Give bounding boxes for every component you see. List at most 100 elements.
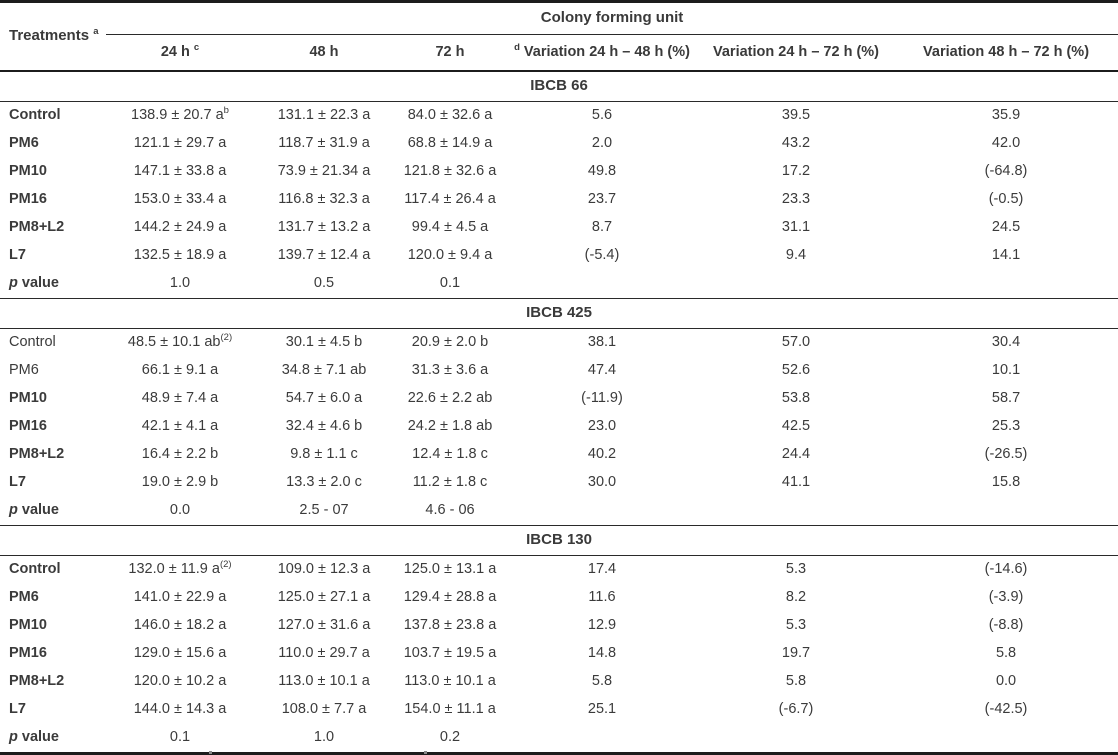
cell-value: (-6.7) (778, 701, 814, 718)
treatment-label-text: PM10 (9, 617, 47, 634)
value-cell: 24.5 (894, 214, 1118, 242)
treatment-label-italic-part: p (9, 502, 18, 519)
cell-superscript: (2) (219, 559, 232, 571)
cell-value: 0.0 (995, 673, 1017, 690)
treatment-label-text: PM6 (9, 135, 39, 152)
footnote-cutoff-mark (424, 751, 427, 754)
value-cell: 49.8 (506, 158, 698, 186)
value-cell (894, 270, 1118, 299)
footnote-cutoff-mark (209, 751, 212, 754)
section-header-row: IBCB 130 (0, 525, 1118, 556)
cell-value: 15.8 (991, 474, 1021, 491)
col-header-48h: 48 h (254, 35, 394, 72)
cell-value: 9.8 ± 1.1 c (290, 446, 358, 463)
cell-value: (-14.6) (984, 561, 1028, 578)
treatment-label-text: L7 (9, 701, 26, 718)
treatment-label-text: value (17, 275, 59, 292)
value-cell: 2.5 - 07 (254, 497, 394, 526)
cell-value: 53.8 (781, 390, 811, 407)
value-cell: 120.0 ± 10.2 a (106, 668, 254, 696)
value-cell: 15.8 (894, 469, 1118, 497)
value-cell: (-3.9) (894, 584, 1118, 612)
value-cell: 10.1 (894, 357, 1118, 385)
cell-value: 41.1 (781, 474, 811, 491)
cell-value: 12.9 (587, 617, 617, 634)
cell-value: 25.1 (587, 701, 617, 718)
value-cell: 12.9 (506, 612, 698, 640)
value-cell: 5.8 (506, 668, 698, 696)
value-cell: 48.5 ± 10.1 ab(2) (106, 329, 254, 358)
col-header-variation-24-72-label: Variation 24 h – 72 h (%) (713, 43, 879, 60)
cell-value: 132.0 ± 11.9 a (128, 561, 220, 578)
value-cell: 48.9 ± 7.4 a (106, 385, 254, 413)
value-cell: 146.0 ± 18.2 a (106, 612, 254, 640)
cell-value: 24.4 (781, 446, 811, 463)
value-cell: 11.6 (506, 584, 698, 612)
cell-value: 131.7 ± 13.2 a (277, 219, 371, 236)
table-row: PM10 147.1 ± 33.8 a 73.9 ± 21.34 a 121.8 ± … (0, 158, 1118, 186)
treatment-label: PM6 (0, 584, 106, 612)
cell-value: 118.7 ± 31.9 a (278, 135, 370, 152)
value-cell: 138.9 ± 20.7 ab (106, 102, 254, 131)
value-cell: 23.0 (506, 413, 698, 441)
cell-value: 121.8 ± 32.6 a (403, 163, 497, 180)
cell-value: 73.9 ± 21.34 a (277, 163, 371, 180)
value-cell: 30.0 (506, 469, 698, 497)
value-cell: 116.8 ± 32.3 a (254, 186, 394, 214)
cell-value: (-5.4) (584, 247, 620, 264)
treatment-label-text: L7 (9, 474, 26, 491)
cell-value: 58.7 (991, 390, 1021, 407)
treatment-label: Control (0, 556, 106, 585)
treatment-label: Control (0, 329, 106, 358)
value-cell: 110.0 ± 29.7 a (254, 640, 394, 668)
cell-value: 14.1 (991, 247, 1021, 264)
col-header-48h-label: 48 h (309, 43, 339, 60)
cell-value: 137.8 ± 23.8 a (403, 617, 497, 634)
cell-value: 146.0 ± 18.2 a (133, 617, 227, 634)
cell-value: 113.0 ± 10.1 a (278, 673, 370, 690)
cell-value: 147.1 ± 33.8 a (133, 163, 227, 180)
value-cell: 38.1 (506, 329, 698, 358)
table-row: PM10 48.9 ± 7.4 a 54.7 ± 6.0 a 22.6 ± 2.2 a… (0, 385, 1118, 413)
treatment-label: p value (0, 724, 106, 754)
value-cell: (-6.7) (698, 696, 894, 724)
cell-value: 24.2 ± 1.8 ab (407, 418, 493, 435)
section-header-row: IBCB 66 (0, 71, 1118, 102)
value-cell: 31.3 ± 3.6 a (394, 357, 506, 385)
value-cell: 5.8 (698, 668, 894, 696)
value-cell: (-11.9) (506, 385, 698, 413)
cell-value: 25.3 (991, 418, 1021, 435)
value-cell: 137.8 ± 23.8 a (394, 612, 506, 640)
treatment-label: PM16 (0, 413, 106, 441)
treatments-column-header: Treatments a (0, 2, 106, 72)
treatments-label: Treatments (9, 27, 90, 45)
value-cell: 84.0 ± 32.6 a (394, 102, 506, 131)
cell-value: 113.0 ± 10.1 a (404, 673, 496, 690)
value-cell: 43.2 (698, 130, 894, 158)
table-row: PM8+L2 144.2 ± 24.9 a 131.7 ± 13.2 a 99.4 ±… (0, 214, 1118, 242)
cell-value: 39.5 (781, 107, 811, 124)
table-row: PM6 66.1 ± 9.1 a 34.8 ± 7.1 ab 31.3 ± 3.6 a… (0, 357, 1118, 385)
value-cell: 139.7 ± 12.4 a (254, 242, 394, 270)
cell-value: 2.0 (591, 135, 613, 152)
value-cell: 11.2 ± 1.8 c (394, 469, 506, 497)
value-cell: (-42.5) (894, 696, 1118, 724)
section-title: IBCB 66 (0, 71, 1118, 102)
cell-value: 20.9 ± 2.0 b (411, 334, 489, 351)
cell-value: 117.4 ± 26.4 a (404, 191, 496, 208)
cell-value: 2.5 - 07 (299, 502, 349, 519)
value-cell: 30.4 (894, 329, 1118, 358)
treatment-label: PM16 (0, 186, 106, 214)
treatment-label: PM8+L2 (0, 214, 106, 242)
cell-value: 30.1 ± 4.5 b (285, 334, 363, 351)
cell-value: (-42.5) (984, 701, 1028, 718)
cell-value: 54.7 ± 6.0 a (285, 390, 363, 407)
cell-value: 1.0 (313, 729, 335, 746)
value-cell (698, 724, 894, 754)
treatment-label-text: PM8+L2 (9, 673, 65, 690)
value-cell: 54.7 ± 6.0 a (254, 385, 394, 413)
cell-value: 12.4 ± 1.8 c (412, 446, 488, 463)
value-cell: 52.6 (698, 357, 894, 385)
cell-value: 153.0 ± 33.4 a (133, 191, 227, 208)
cell-value: 22.6 ± 2.2 ab (407, 390, 493, 407)
